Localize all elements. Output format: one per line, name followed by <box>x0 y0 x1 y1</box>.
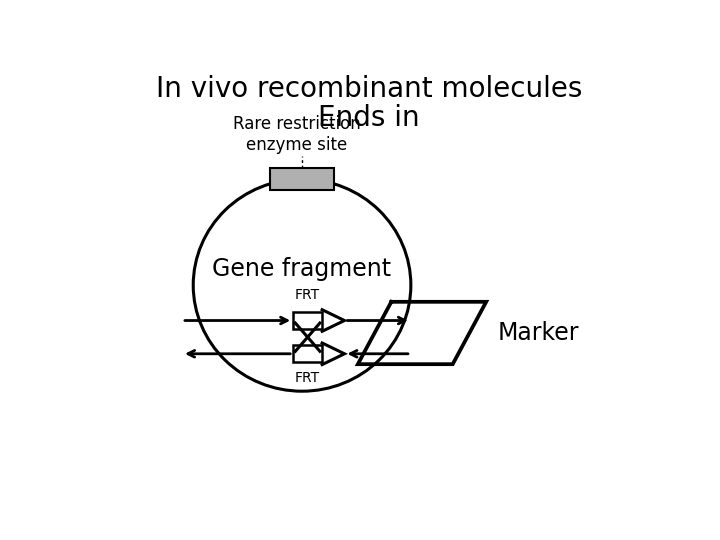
Bar <box>270 168 334 190</box>
Text: Ends in: Ends in <box>318 104 420 132</box>
Text: Gene fragment: Gene fragment <box>212 256 392 281</box>
Text: FRT: FRT <box>295 371 320 385</box>
Bar <box>293 312 322 329</box>
Text: Rare restriction
enzyme site: Rare restriction enzyme site <box>233 115 360 154</box>
Bar <box>293 346 322 362</box>
Text: In vivo recombinant molecules: In vivo recombinant molecules <box>156 75 582 103</box>
Text: FRT: FRT <box>295 288 320 302</box>
Text: Marker: Marker <box>498 321 579 345</box>
